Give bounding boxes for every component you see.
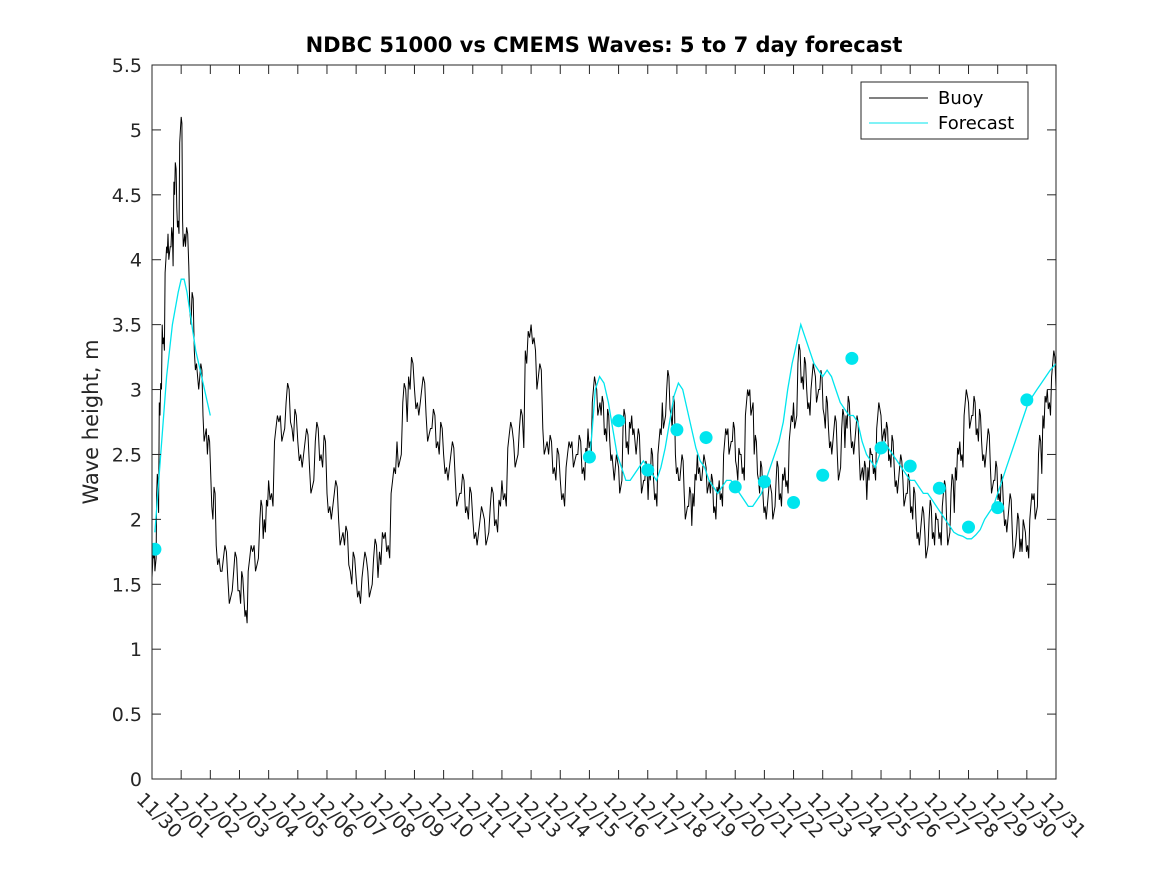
y-tick-label: 1: [130, 639, 142, 661]
forecast-marker: [991, 501, 1005, 515]
legend-box: [860, 81, 1029, 140]
legend: Buoy Forecast: [860, 81, 1029, 140]
forecast-marker: [845, 351, 859, 365]
series-line-forecast: [154, 278, 1056, 540]
forecast-marker: [670, 423, 684, 437]
y-tick-label: 2.5: [112, 444, 142, 466]
forecast-marker: [582, 450, 596, 464]
y-tick-label: 3.5: [112, 315, 142, 337]
legend-buoy-label: Buoy: [938, 88, 984, 109]
y-tick-label: 0: [130, 769, 142, 791]
y-tick-label: 5.5: [112, 55, 142, 77]
y-tick-label: 5: [130, 120, 142, 142]
forecast-marker: [152, 542, 162, 556]
y-axis-label: Wave height, m: [79, 339, 103, 504]
forecast-marker: [903, 459, 917, 473]
forecast-marker: [757, 475, 771, 489]
y-tick-label: 3: [130, 380, 142, 402]
forecast-marker: [728, 480, 742, 494]
series-line-buoy: [152, 116, 1056, 624]
forecast-marker: [874, 441, 888, 455]
forecast-marker: [932, 481, 946, 495]
forecast-marker: [962, 520, 976, 534]
forecast-marker: [612, 414, 626, 428]
y-tick-label: 0.5: [112, 704, 142, 726]
forecast-marker: [816, 468, 830, 482]
forecast-marker: [641, 463, 655, 477]
y-tick-label: 1.5: [112, 574, 142, 596]
forecast-marker: [1020, 393, 1034, 407]
y-tick-label: 4: [130, 250, 142, 272]
series-layer: [152, 116, 1056, 624]
legend-forecast-label: Forecast: [938, 113, 1014, 134]
y-tick-label: 4.5: [112, 185, 142, 207]
plot-clip-group: [152, 116, 1056, 624]
chart-title: NDBC 51000 vs CMEMS Waves: 5 to 7 day fo…: [306, 33, 903, 57]
y-tick-label: 2: [130, 509, 142, 531]
axes-box: [151, 64, 1057, 780]
forecast-marker: [699, 431, 713, 445]
forecast-marker: [787, 495, 801, 509]
